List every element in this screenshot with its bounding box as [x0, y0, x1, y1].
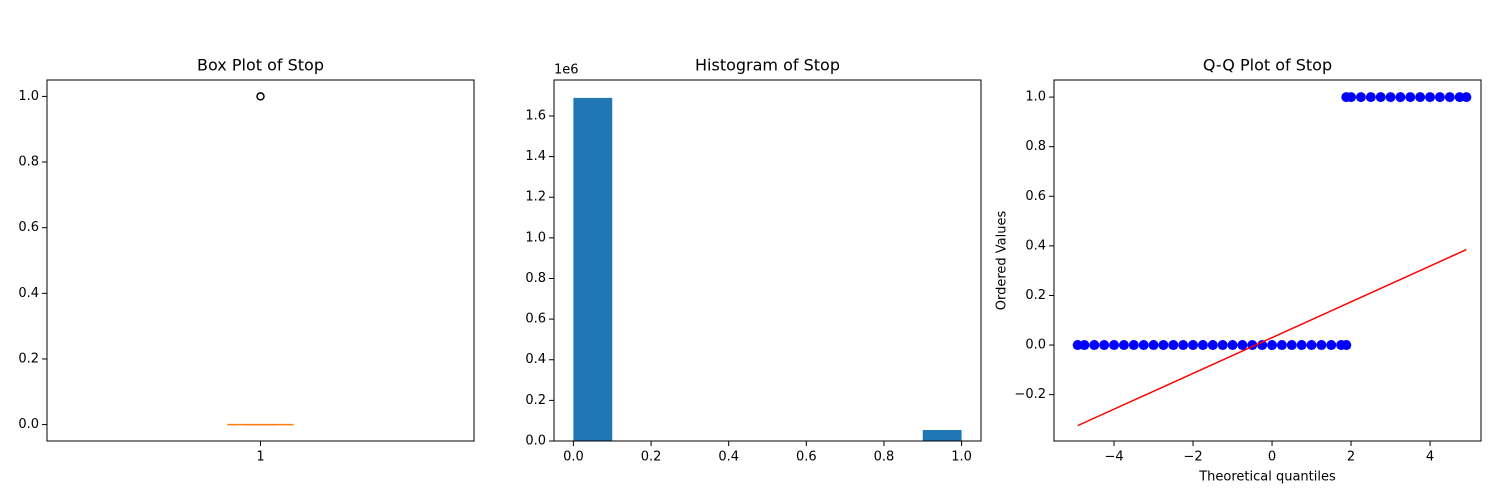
- point: [1089, 340, 1100, 351]
- y-tick-label: 0.8: [1025, 139, 1046, 154]
- x-tick-label: 0.8: [874, 450, 895, 465]
- y-tick-label: 0.8: [525, 271, 546, 286]
- y-tick-label: 0.0: [525, 434, 546, 449]
- point: [1118, 340, 1129, 351]
- point: [1395, 92, 1406, 103]
- chart-title: Box Plot of Stop: [197, 56, 324, 75]
- point: [1079, 340, 1090, 351]
- x-tick-label: 1.0: [951, 450, 972, 465]
- y-offset-label: 1e6: [554, 63, 579, 78]
- y-tick-label: 0.8: [18, 155, 39, 170]
- point: [1267, 340, 1278, 351]
- point: [1099, 340, 1110, 351]
- point: [1461, 92, 1472, 103]
- point: [1341, 340, 1352, 351]
- y-tick-label: 1.4: [525, 149, 546, 164]
- point: [1188, 340, 1199, 351]
- point: [1385, 92, 1396, 103]
- y-tick-label: 1.0: [18, 89, 39, 104]
- y-tick-label: 0.6: [525, 312, 546, 327]
- y-tick-label: 0.2: [525, 393, 546, 408]
- fit-line: [1077, 248, 1467, 427]
- point: [1168, 340, 1179, 351]
- point: [1138, 340, 1149, 351]
- y-tick-label: 0.0: [18, 417, 39, 432]
- x-tick-label: 1: [256, 450, 264, 465]
- y-tick-label: 1.0: [1025, 90, 1046, 105]
- y-tick-label: 1.2: [525, 190, 546, 205]
- x-tick-label: −4: [1104, 450, 1123, 465]
- x-axis-label: Theoretical quantiles: [1198, 470, 1336, 485]
- x-tick-label: 2: [1347, 450, 1355, 465]
- point: [1158, 340, 1169, 351]
- flier: [256, 92, 265, 101]
- x-tick-label: 0.4: [718, 450, 739, 465]
- y-tick-label: 1.0: [525, 230, 546, 245]
- point: [1444, 92, 1455, 103]
- point: [1148, 340, 1159, 351]
- axes-frame: [46, 79, 475, 442]
- point: [1365, 92, 1376, 103]
- y-tick-label: 0.2: [18, 351, 39, 366]
- point: [1434, 92, 1445, 103]
- y-tick-label: 0.4: [18, 286, 39, 301]
- point: [1425, 92, 1436, 103]
- point: [1178, 340, 1189, 351]
- chart-title: Histogram of Stop: [695, 56, 840, 75]
- y-tick-label: 0.4: [1025, 238, 1046, 253]
- point: [1197, 340, 1208, 351]
- x-tick-label: 0: [1268, 450, 1276, 465]
- axes-frame: [553, 79, 982, 442]
- point: [1276, 340, 1287, 351]
- point: [1128, 340, 1139, 351]
- point: [1207, 340, 1218, 351]
- bar: [573, 97, 613, 441]
- point: [1237, 340, 1248, 351]
- y-tick-label: 0.6: [1025, 189, 1046, 204]
- x-tick-label: 0.2: [641, 450, 662, 465]
- point: [1296, 340, 1307, 351]
- y-tick-label: 0.4: [525, 352, 546, 367]
- y-tick-label: −0.2: [1014, 387, 1046, 402]
- point: [1286, 340, 1297, 351]
- y-tick-label: 0.0: [1025, 338, 1046, 353]
- x-tick-label: 0.6: [796, 450, 817, 465]
- y-tick-label: 0.2: [1025, 288, 1046, 303]
- point: [1217, 340, 1228, 351]
- x-tick-label: 4: [1426, 450, 1434, 465]
- y-tick-label: 1.6: [525, 108, 546, 123]
- point: [1326, 340, 1337, 351]
- point: [1405, 92, 1416, 103]
- point: [1316, 340, 1327, 351]
- point: [1375, 92, 1386, 103]
- bar: [922, 430, 962, 441]
- axes-frame: [1053, 79, 1482, 442]
- point: [1109, 340, 1120, 351]
- point: [1227, 340, 1238, 351]
- point: [1346, 92, 1357, 103]
- x-tick-label: −2: [1183, 450, 1202, 465]
- y-tick-label: 0.6: [18, 220, 39, 235]
- chart-title: Q-Q Plot of Stop: [1203, 56, 1332, 75]
- x-tick-label: 0.0: [563, 450, 584, 465]
- point: [1355, 92, 1366, 103]
- point: [1306, 340, 1317, 351]
- y-axis-label: Ordered Values: [995, 211, 1010, 311]
- point: [1415, 92, 1426, 103]
